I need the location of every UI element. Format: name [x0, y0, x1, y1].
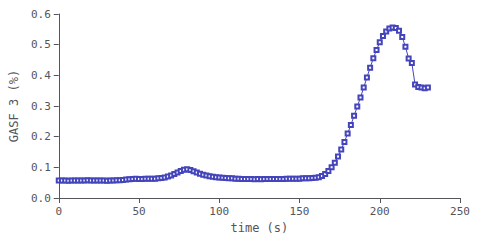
- svg-text:50: 50: [132, 205, 145, 218]
- svg-text:0.4: 0.4: [31, 69, 51, 82]
- svg-text:GASF 3 (%): GASF 3 (%): [7, 70, 21, 142]
- svg-text:0.1: 0.1: [31, 161, 51, 174]
- svg-text:200: 200: [370, 205, 390, 218]
- svg-text:0.5: 0.5: [31, 38, 51, 51]
- svg-text:0.0: 0.0: [31, 192, 51, 205]
- svg-text:150: 150: [290, 205, 310, 218]
- svg-text:100: 100: [209, 205, 229, 218]
- svg-text:0: 0: [55, 205, 62, 218]
- svg-text:0.2: 0.2: [31, 130, 51, 143]
- svg-text:0.3: 0.3: [31, 100, 51, 113]
- svg-text:0.6: 0.6: [31, 8, 51, 21]
- svg-text:250: 250: [450, 205, 470, 218]
- svg-text:time (s): time (s): [230, 221, 288, 235]
